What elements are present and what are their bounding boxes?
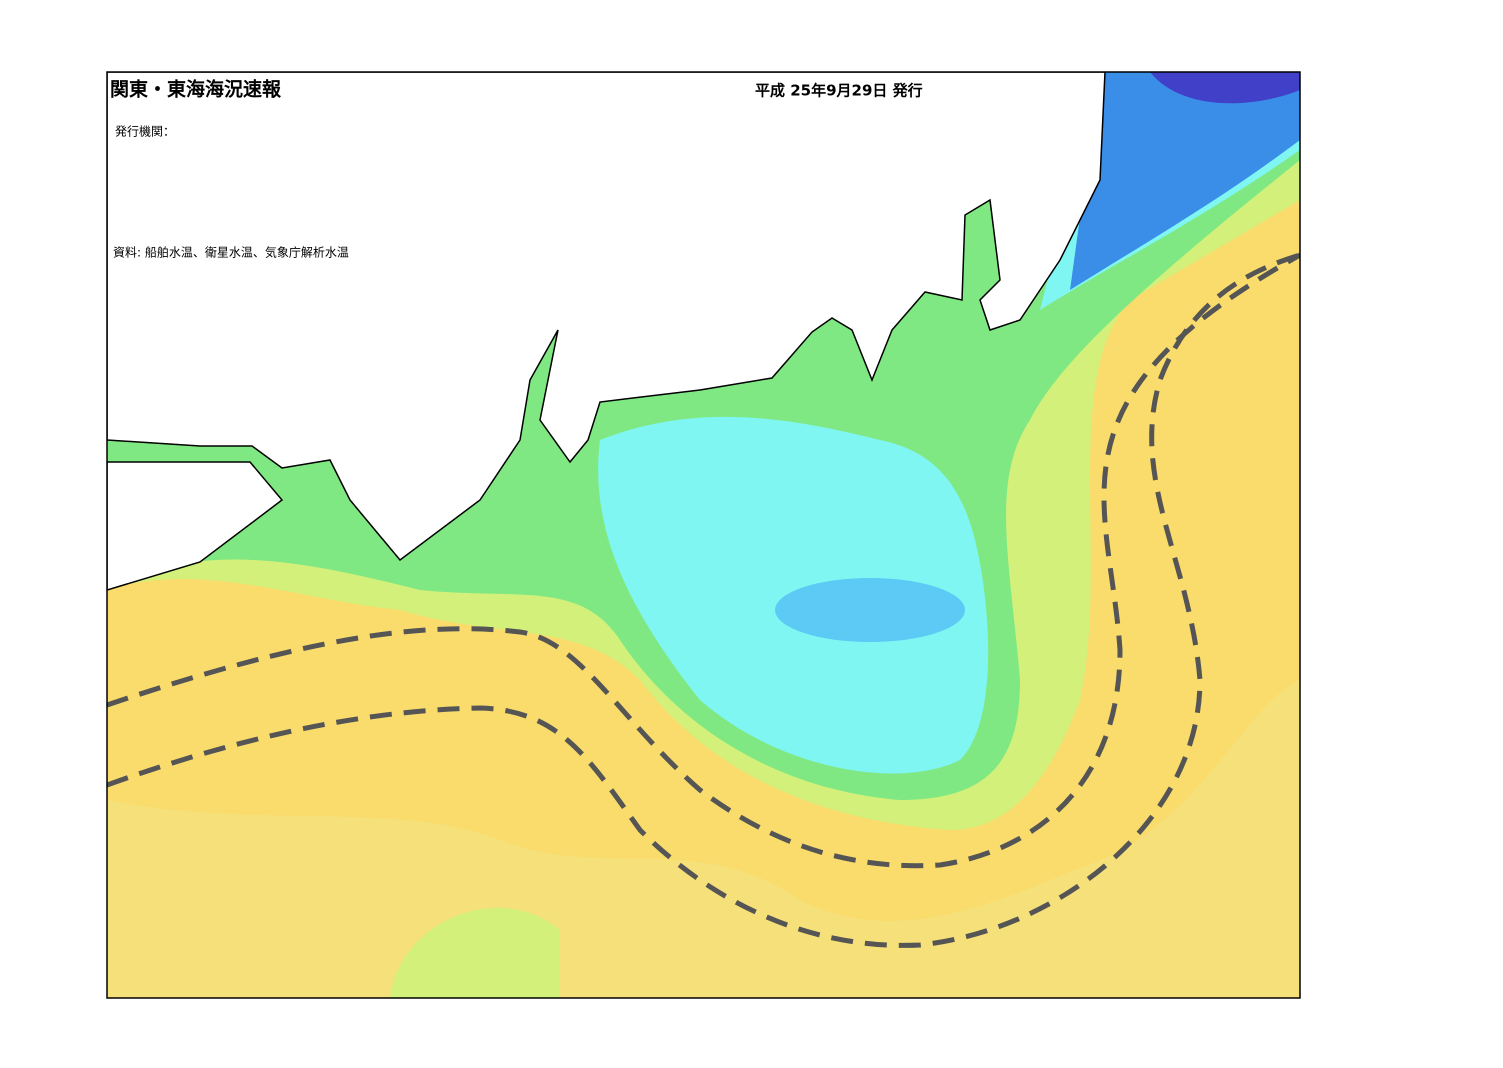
map-area [107,72,1300,998]
sea-20 [1150,72,1300,104]
kuroshio-inner [107,252,1300,869]
land-honshu [107,72,1106,562]
sea-23 [775,578,965,642]
agencies-label: 発行機関： [115,124,175,139]
sea-22 [1070,72,1300,290]
map-frame [106,71,1301,999]
land-shikoku [107,461,284,591]
title: 関東・東海海況速報 [110,78,282,101]
sea-27 [107,680,1300,998]
source: 資料: 船舶水温、衛星水温、気象庁解析水温 [113,245,349,260]
issue-date: 平成 25年9月29日 発行 [755,82,923,100]
